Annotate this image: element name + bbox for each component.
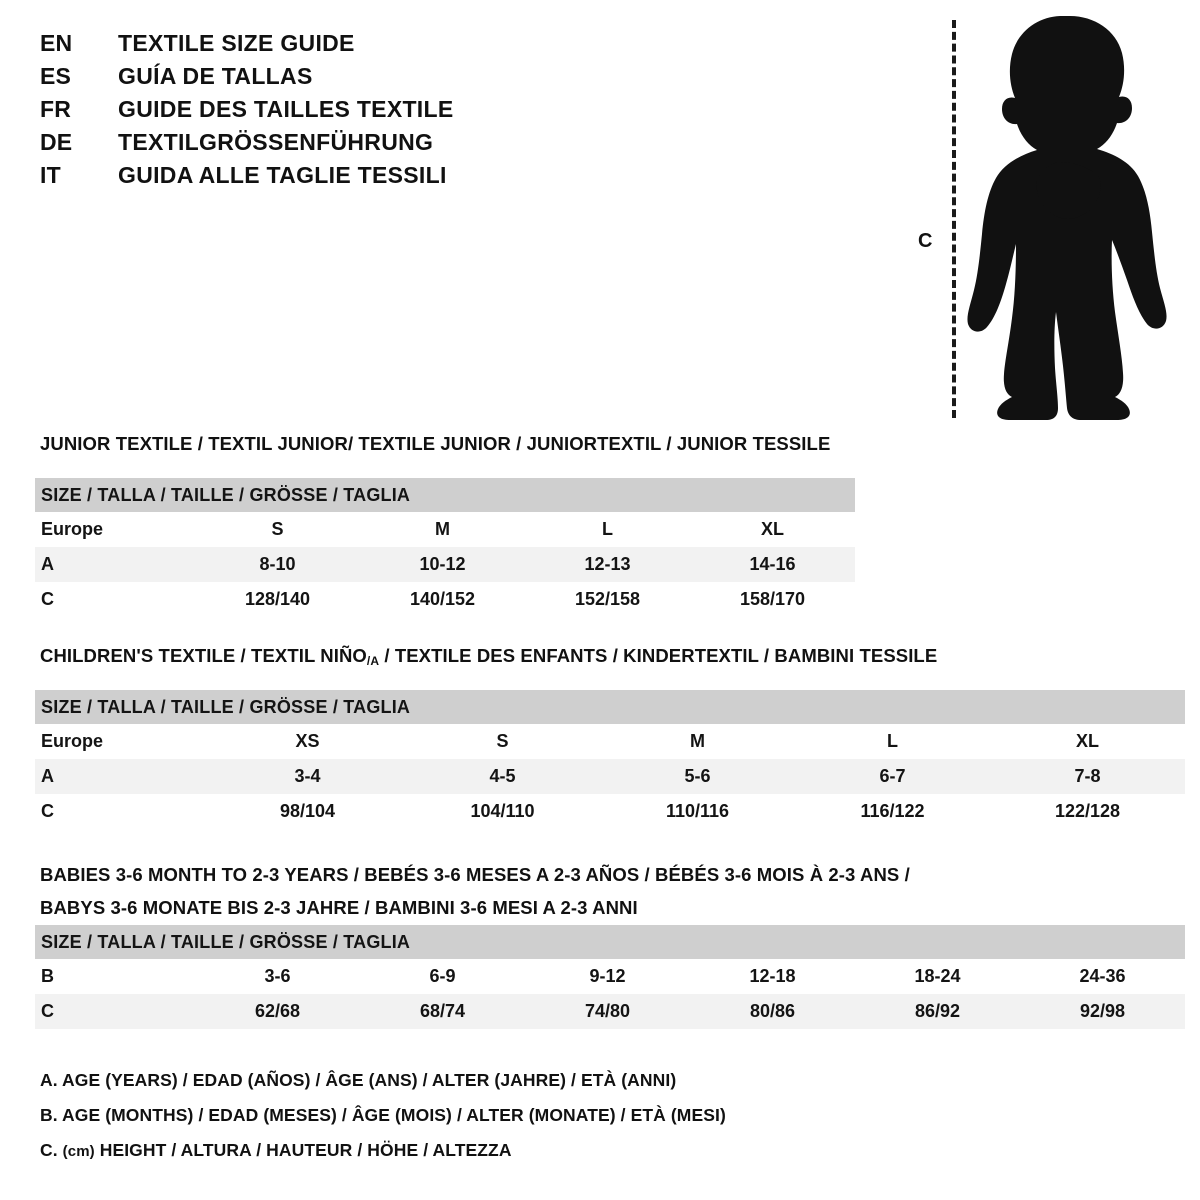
children-row-label-c: C xyxy=(35,794,210,829)
children-cell-europe-0: XS xyxy=(210,724,405,759)
title-text-it: GUIDA ALLE TAGLIE TESSILI xyxy=(118,162,447,188)
height-marker-label: C xyxy=(918,230,933,252)
babies-cell-b-3: 12-18 xyxy=(690,959,855,994)
junior-cell-c-0: 128/140 xyxy=(195,582,360,617)
title-row-it: IT GUIDA ALLE TAGLIE TESSILI xyxy=(40,162,600,195)
children-cell-europe-3: L xyxy=(795,724,990,759)
junior-cell-a-1: 10-12 xyxy=(360,547,525,582)
babies-row-label-c: C xyxy=(35,994,195,1029)
junior-cell-europe-3: XL xyxy=(690,512,856,547)
junior-band-label: SIZE / TALLA / TAILLE / GRÖSSE / TAGLIA xyxy=(35,478,856,512)
children-cell-a-2: 5-6 xyxy=(600,759,795,794)
junior-cell-europe-0: S xyxy=(195,512,360,547)
babies-heading-line1: BABIES 3-6 MONTH TO 2-3 YEARS / BEBÉS 3-… xyxy=(40,864,910,885)
junior-cell-europe-2: L xyxy=(525,512,690,547)
children-heading-sub: /A xyxy=(366,654,380,668)
junior-cell-europe-1: M xyxy=(360,512,525,547)
section-heading-children: CHILDREN'S TEXTILE / TEXTIL NIÑO/A / TEX… xyxy=(40,645,937,668)
junior-row-label-europe: Europe xyxy=(35,512,195,547)
toddler-silhouette-icon xyxy=(967,16,1167,420)
babies-cell-c-4: 86/92 xyxy=(855,994,1020,1029)
legend-line-a: A. AGE (YEARS) / EDAD (AÑOS) / ÂGE (ANS)… xyxy=(40,1070,677,1090)
title-block: EN TEXTILE SIZE GUIDE ES GUÍA DE TALLAS … xyxy=(40,30,600,195)
children-cell-c-1: 104/110 xyxy=(405,794,600,829)
babies-cell-b-0: 3-6 xyxy=(195,959,360,994)
junior-cell-a-3: 14-16 xyxy=(690,547,856,582)
babies-cell-c-0: 62/68 xyxy=(195,994,360,1029)
children-band-label: SIZE / TALLA / TAILLE / GRÖSSE / TAGLIA xyxy=(35,690,1186,724)
babies-cell-c-3: 80/86 xyxy=(690,994,855,1029)
title-text-es: GUÍA DE TALLAS xyxy=(118,63,313,89)
table-row: C 128/140 140/152 152/158 158/170 xyxy=(35,582,856,617)
children-cell-c-4: 122/128 xyxy=(990,794,1186,829)
legend-line-b: B. AGE (MONTHS) / EDAD (MESES) / ÂGE (MO… xyxy=(40,1105,726,1125)
legend-line-c-pre: C. xyxy=(40,1140,63,1160)
legend-line-c-unit: (cm) xyxy=(62,1143,95,1160)
title-text-fr: GUIDE DES TAILLES TEXTILE xyxy=(118,96,454,122)
title-lang-en: EN xyxy=(40,30,73,56)
babies-table-band: SIZE / TALLA / TAILLE / GRÖSSE / TAGLIA xyxy=(35,925,1186,959)
junior-cell-c-1: 140/152 xyxy=(360,582,525,617)
table-row: A 3-4 4-5 5-6 6-7 7-8 xyxy=(35,759,1186,794)
children-cell-a-4: 7-8 xyxy=(990,759,1186,794)
children-cell-c-0: 98/104 xyxy=(210,794,405,829)
junior-cell-c-2: 152/158 xyxy=(525,582,690,617)
title-lang-it: IT xyxy=(40,162,61,188)
junior-size-table: SIZE / TALLA / TAILLE / GRÖSSE / TAGLIA … xyxy=(35,478,856,617)
children-row-label-a: A xyxy=(35,759,210,794)
junior-row-label-c: C xyxy=(35,582,195,617)
table-row: A 8-10 10-12 12-13 14-16 xyxy=(35,547,856,582)
section-heading-junior: JUNIOR TEXTILE / TEXTIL JUNIOR/ TEXTILE … xyxy=(40,433,831,454)
table-row: B 3-6 6-9 9-12 12-18 18-24 24-36 xyxy=(35,959,1186,994)
title-text-en: TEXTILE SIZE GUIDE xyxy=(118,30,355,56)
babies-cell-c-5: 92/98 xyxy=(1020,994,1186,1029)
babies-heading-line2: BABYS 3-6 MONATE BIS 2-3 JAHRE / BAMBINI… xyxy=(40,897,638,918)
children-cell-a-0: 3-4 xyxy=(210,759,405,794)
table-row: C 98/104 104/110 110/116 116/122 122/128 xyxy=(35,794,1186,829)
title-row-es: ES GUÍA DE TALLAS xyxy=(40,63,600,96)
children-heading-post: / TEXTILE DES ENFANTS / KINDERTEXTIL / B… xyxy=(379,645,938,666)
junior-table-band: SIZE / TALLA / TAILLE / GRÖSSE / TAGLIA xyxy=(35,478,856,512)
children-cell-c-3: 116/122 xyxy=(795,794,990,829)
children-cell-europe-1: S xyxy=(405,724,600,759)
children-cell-europe-4: XL xyxy=(990,724,1186,759)
junior-cell-c-3: 158/170 xyxy=(690,582,856,617)
children-cell-c-2: 110/116 xyxy=(600,794,795,829)
junior-cell-a-0: 8-10 xyxy=(195,547,360,582)
children-heading-pre: CHILDREN'S TEXTILE / TEXTIL NIÑO xyxy=(40,645,367,666)
children-cell-a-3: 6-7 xyxy=(795,759,990,794)
babies-cell-c-2: 74/80 xyxy=(525,994,690,1029)
title-row-en: EN TEXTILE SIZE GUIDE xyxy=(40,30,600,63)
table-row: Europe XS S M L XL xyxy=(35,724,1186,759)
height-dashed-line xyxy=(952,20,956,418)
title-lang-de: DE xyxy=(40,129,73,155)
babies-size-table: SIZE / TALLA / TAILLE / GRÖSSE / TAGLIA … xyxy=(35,925,1186,1029)
babies-cell-b-5: 24-36 xyxy=(1020,959,1186,994)
junior-cell-a-2: 12-13 xyxy=(525,547,690,582)
babies-band-label: SIZE / TALLA / TAILLE / GRÖSSE / TAGLIA xyxy=(35,925,1186,959)
title-text-de: TEXTILGRÖSSENFÜHRUNG xyxy=(118,129,434,155)
title-row-de: DE TEXTILGRÖSSENFÜHRUNG xyxy=(40,129,600,162)
table-row: Europe S M L XL xyxy=(35,512,856,547)
title-row-fr: FR GUIDE DES TAILLES TEXTILE xyxy=(40,96,600,129)
table-row: C 62/68 68/74 74/80 80/86 86/92 92/98 xyxy=(35,994,1186,1029)
children-size-table: SIZE / TALLA / TAILLE / GRÖSSE / TAGLIA … xyxy=(35,690,1186,829)
babies-cell-c-1: 68/74 xyxy=(360,994,525,1029)
children-row-label-europe: Europe xyxy=(35,724,210,759)
title-lang-fr: FR xyxy=(40,96,72,122)
children-cell-europe-2: M xyxy=(600,724,795,759)
children-cell-a-1: 4-5 xyxy=(405,759,600,794)
section-heading-babies: BABIES 3-6 MONTH TO 2-3 YEARS / BEBÉS 3-… xyxy=(40,858,910,924)
legend-block: A. AGE (YEARS) / EDAD (AÑOS) / ÂGE (ANS)… xyxy=(40,1063,726,1168)
legend-line-c: C. (cm) HEIGHT / ALTURA / HAUTEUR / HÖHE… xyxy=(40,1133,726,1168)
height-figure-area: C xyxy=(900,12,1180,422)
legend-line-c-post: HEIGHT / ALTURA / HAUTEUR / HÖHE / ALTEZ… xyxy=(94,1140,512,1160)
babies-row-label-b: B xyxy=(35,959,195,994)
junior-row-label-a: A xyxy=(35,547,195,582)
babies-cell-b-1: 6-9 xyxy=(360,959,525,994)
babies-cell-b-2: 9-12 xyxy=(525,959,690,994)
title-lang-es: ES xyxy=(40,63,72,89)
babies-cell-b-4: 18-24 xyxy=(855,959,1020,994)
children-table-band: SIZE / TALLA / TAILLE / GRÖSSE / TAGLIA xyxy=(35,690,1186,724)
